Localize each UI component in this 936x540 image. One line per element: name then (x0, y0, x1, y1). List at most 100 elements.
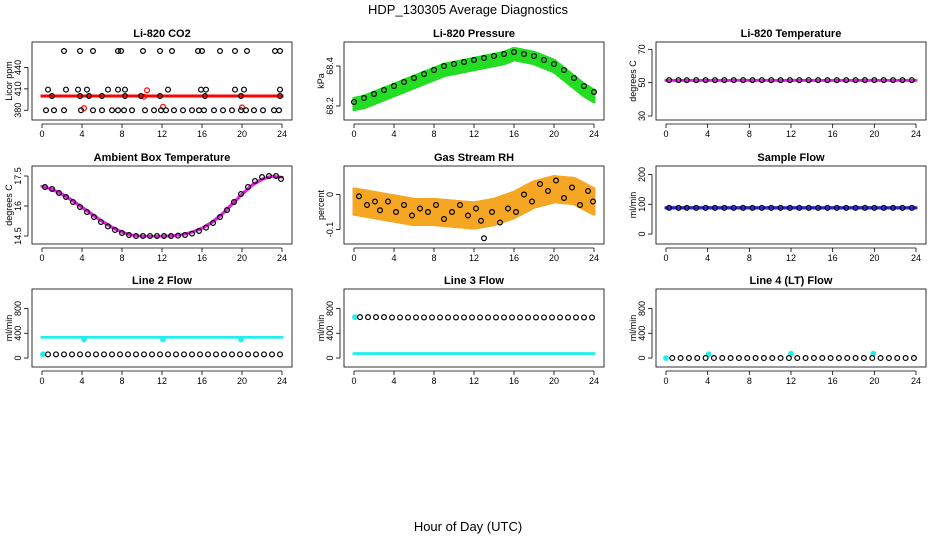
data-point (69, 199, 76, 206)
x-tick-label: 24 (911, 253, 921, 263)
plot-area (40, 47, 284, 114)
data-point (719, 355, 726, 362)
data-point (189, 107, 196, 114)
data-point (121, 86, 128, 93)
data-point (572, 314, 579, 321)
data-point (114, 107, 121, 114)
x-tick-label: 24 (589, 253, 599, 263)
x-tick-label: 12 (786, 129, 796, 139)
data-point (211, 107, 218, 114)
data-point (217, 47, 224, 54)
data-point (169, 47, 176, 54)
x-tick-label: 16 (828, 129, 838, 139)
data-point (899, 77, 906, 84)
data-point (278, 176, 285, 183)
data-point (196, 107, 203, 114)
data-point (580, 314, 587, 321)
data-point (74, 86, 81, 93)
data-point (910, 355, 917, 362)
x-tick-label: 16 (509, 129, 519, 139)
panel-title: Line 2 Flow (132, 275, 192, 287)
y-tick-label: 16 (13, 201, 23, 211)
data-point (449, 209, 456, 216)
x-tick-label: 20 (549, 376, 559, 386)
data-point (277, 351, 284, 358)
data-point (144, 87, 151, 94)
data-point (90, 214, 97, 221)
data-point (260, 107, 267, 114)
y-tick-label: 100 (637, 197, 647, 212)
panel-4: Ambient Box Temperature degrees C 0 4 8 12 16 2… (4, 152, 293, 263)
x-tick-label: 20 (549, 253, 559, 263)
data-point (914, 79, 918, 82)
data-point (520, 50, 527, 57)
plot-frame (343, 41, 605, 121)
data-point (457, 202, 464, 209)
y-tick-label: 17.5 (13, 167, 23, 185)
data-point (352, 314, 358, 321)
plot-area (351, 47, 597, 111)
data-point (871, 77, 878, 84)
data-point (431, 66, 438, 73)
x-tick-label: 12 (157, 253, 167, 263)
data-point (852, 355, 859, 362)
data-point (40, 351, 46, 358)
x-tick-label: 24 (277, 253, 287, 263)
data-point (361, 94, 368, 101)
data-point (528, 198, 535, 205)
data-point (141, 351, 148, 358)
x-tick-label: 8 (747, 376, 752, 386)
data-point (501, 50, 508, 57)
x-tick-label: 16 (197, 129, 207, 139)
plot-area (40, 336, 284, 358)
data-point (271, 107, 278, 114)
x-tick-label: 16 (197, 253, 207, 263)
data-point (83, 86, 90, 93)
data-point (524, 314, 531, 321)
data-point (85, 92, 92, 99)
data-point (60, 351, 67, 358)
data-point (147, 233, 154, 240)
plot-area (664, 77, 918, 84)
data-point (238, 92, 245, 99)
data-point (477, 314, 484, 321)
data-point (869, 355, 876, 362)
plot-frame (655, 165, 927, 245)
y-axis-label: ml/min (316, 315, 326, 342)
data-point (469, 314, 476, 321)
x-tick-label: 24 (589, 129, 599, 139)
data-point (189, 230, 196, 237)
x-tick-label: 16 (509, 376, 519, 386)
data-point (570, 74, 577, 81)
x-tick-label: 0 (663, 376, 668, 386)
plot-area (664, 204, 918, 211)
x-tick-label: 0 (351, 253, 356, 263)
data-point (871, 204, 878, 211)
data-point (552, 177, 559, 184)
plot-frame (655, 288, 927, 368)
data-point (77, 107, 84, 114)
x-tick-label: 4 (391, 129, 396, 139)
x-tick-label: 24 (589, 376, 599, 386)
data-point (590, 88, 597, 95)
data-point (259, 174, 266, 181)
data-point (44, 351, 51, 358)
y-tick-label: 400 (637, 326, 647, 341)
data-point (251, 107, 258, 114)
data-point (758, 77, 765, 84)
data-point (584, 188, 591, 195)
data-point (485, 314, 492, 321)
data-point (489, 209, 496, 216)
data-point (899, 204, 906, 211)
y-tick-label: 440 (13, 60, 23, 75)
data-point (740, 77, 747, 84)
data-point (168, 233, 175, 240)
data-point (890, 77, 897, 84)
data-point (160, 336, 166, 343)
data-point (157, 92, 164, 99)
data-point (536, 181, 543, 188)
data-point (796, 77, 803, 84)
x-tick-label: 4 (391, 376, 396, 386)
